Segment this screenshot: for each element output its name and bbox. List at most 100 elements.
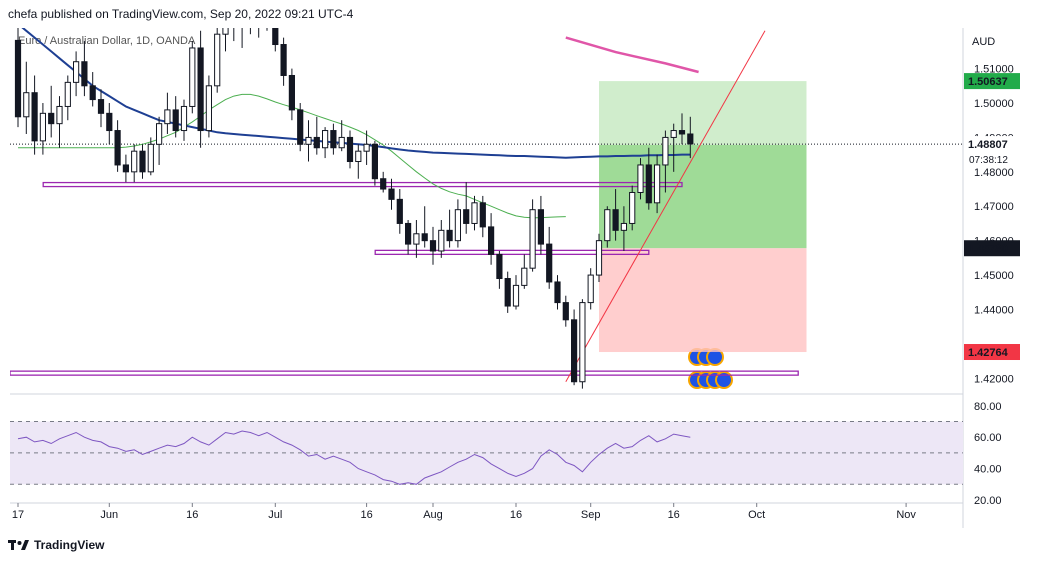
candle-71[interactable] [604,206,611,248]
candle-60[interactable] [512,275,520,310]
candle-46[interactable] [396,189,403,234]
candle-67[interactable] [571,309,578,386]
candle-2[interactable] [31,75,38,155]
price-pane[interactable] [10,0,963,389]
event-flags-icon[interactable] [688,348,724,366]
candle-33[interactable] [288,68,295,121]
candle-6[interactable] [64,75,71,121]
candle-22[interactable] [197,30,204,148]
candle-63[interactable] [537,195,544,255]
footer-brand[interactable]: TradingView [8,538,104,552]
candle-1[interactable] [23,61,30,134]
candle-30[interactable] [264,0,269,31]
candle-52[interactable] [446,209,453,248]
candle-3[interactable] [39,103,46,155]
candle-17[interactable] [156,116,163,165]
candle-26[interactable] [231,0,236,42]
candle-21[interactable] [189,41,196,114]
candle-19[interactable] [172,96,179,138]
candle-76[interactable] [645,147,652,210]
candle-32[interactable] [280,37,287,86]
support-level-1[interactable] [374,249,650,256]
candle-64[interactable] [546,226,553,289]
candle-43[interactable] [371,140,378,186]
candle-69[interactable] [587,268,594,310]
candle-61[interactable] [521,254,528,289]
candle-72[interactable] [612,189,619,241]
time-tick-label: 16 [360,509,372,521]
candle-79[interactable] [670,123,677,172]
candle-49[interactable] [421,206,428,248]
candle-42[interactable] [363,130,370,165]
candle-12[interactable] [114,120,121,172]
candle-27[interactable] [240,7,245,48]
candle-73[interactable] [620,206,627,251]
candle-40[interactable] [346,130,354,169]
candle-34[interactable] [297,103,304,152]
candle-53[interactable] [454,199,461,248]
candle-48[interactable] [413,220,420,258]
candle-20[interactable] [180,99,188,141]
candle-68[interactable] [579,299,586,389]
rsi-tick-label: 60.00 [974,432,1002,444]
candle-58[interactable] [496,250,503,289]
candle-66[interactable] [562,295,569,327]
candle-45[interactable] [388,178,395,210]
candle-24[interactable] [214,27,221,93]
candle-75[interactable] [637,158,644,200]
price-tick-label: 1.45000 [974,270,1014,282]
candle-38[interactable] [330,123,337,155]
candle-14[interactable] [131,144,138,183]
candle-28[interactable] [248,0,253,35]
candle-50[interactable] [429,226,437,265]
candle-59[interactable] [504,271,511,313]
candle-74[interactable] [629,185,636,231]
candle-35[interactable] [305,120,312,162]
candle-10[interactable] [97,89,105,128]
candle-78[interactable] [662,130,669,193]
candle-23[interactable] [205,75,213,138]
candle-47[interactable] [405,220,412,255]
stop-zone[interactable] [599,248,807,353]
event-flags-eu-icon[interactable] [688,371,733,389]
support-level-2[interactable] [10,370,799,376]
candle-54[interactable] [463,182,470,234]
candle-11[interactable] [106,103,113,145]
candle-70[interactable] [595,233,603,282]
entry-price-badge-bg [964,240,1020,257]
candle-80[interactable] [678,113,686,145]
candle-37[interactable] [322,127,329,159]
candle-55[interactable] [471,195,478,231]
candle-5[interactable] [56,96,63,148]
candle-51[interactable] [438,220,445,258]
candle-62[interactable] [529,199,536,272]
candle-7[interactable] [73,51,80,97]
candle-13[interactable] [122,154,130,183]
candle-4[interactable] [48,85,55,138]
candle-8[interactable] [81,41,88,97]
candle-57[interactable] [488,213,495,265]
candle-81[interactable] [687,116,694,159]
candle-29[interactable] [256,3,261,38]
candle-65[interactable] [554,275,561,310]
support-level-0[interactable] [42,181,683,188]
candle-36[interactable] [313,116,320,155]
candle-44[interactable] [380,171,387,193]
candle-31[interactable] [272,7,279,52]
candle-16[interactable] [147,137,154,176]
candle-0[interactable] [14,26,22,128]
candle-15[interactable] [139,144,146,179]
time-tick-label: Jun [100,509,118,521]
trendline[interactable] [565,30,766,382]
candle-56[interactable] [479,195,486,238]
rsi-line[interactable] [17,430,691,485]
candle-18[interactable] [164,92,171,134]
time-tick-label: 16 [186,509,198,521]
candle-39[interactable] [338,120,345,152]
candle-77[interactable] [654,154,661,214]
candle-25[interactable] [222,14,229,52]
candle-41[interactable] [355,144,362,179]
target-zone[interactable] [599,81,807,145]
candle-9[interactable] [89,72,96,107]
